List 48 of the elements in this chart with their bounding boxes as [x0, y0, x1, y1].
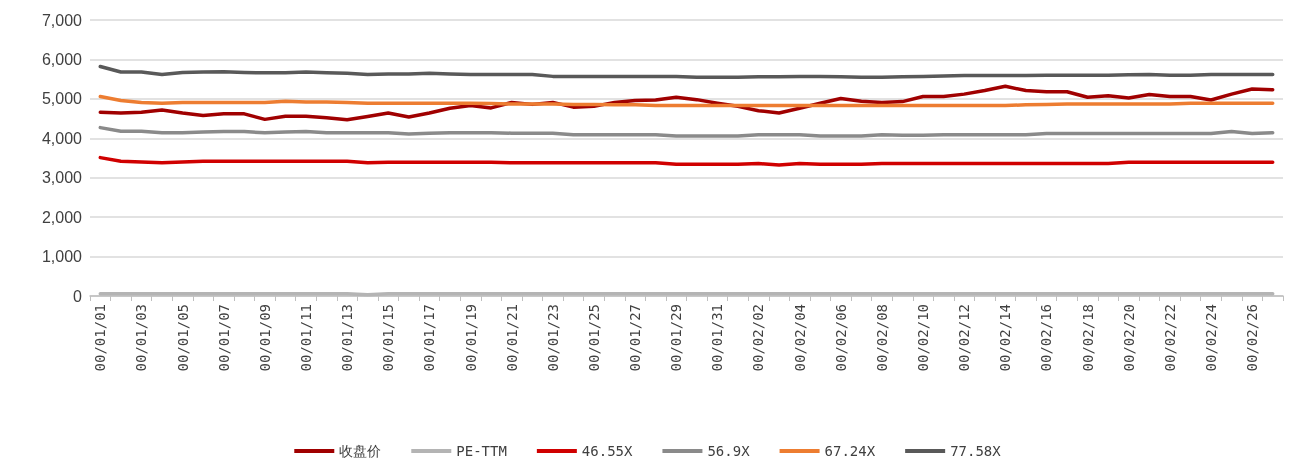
legend-label: 56.9X: [707, 443, 751, 459]
x-tick-label: 00/01/03: [133, 304, 150, 372]
x-tick-label: 00/01/13: [339, 304, 356, 372]
x-tick-label: 00/01/27: [627, 304, 644, 372]
x-tick-label: 00/01/07: [215, 304, 232, 372]
x-tick-label: 00/02/06: [832, 304, 849, 372]
y-tick-label: 0: [73, 287, 83, 305]
line-series: [98, 84, 1275, 122]
x-tick-label: 00/01/31: [709, 304, 726, 372]
line-series: [98, 125, 1275, 138]
x-tick-label: 00/01/17: [421, 304, 438, 372]
x-tick-label: 00/01/11: [297, 304, 314, 372]
x-tick-label: 00/02/02: [750, 304, 767, 372]
line-series: [98, 155, 1275, 167]
x-tick-label: 00/02/22: [1161, 304, 1178, 372]
x-tick-label: 00/02/26: [1244, 304, 1261, 372]
x-tick-label: 00/01/15: [380, 304, 397, 372]
y-tick-label: 6,000: [41, 50, 83, 68]
x-tick-label: 00/02/12: [956, 304, 973, 372]
x-tick-label: 00/02/18: [1079, 304, 1096, 372]
line-series: [98, 94, 1275, 108]
x-tick-label: 00/01/23: [544, 304, 561, 372]
x-tick-label: 00/02/24: [1203, 304, 1220, 372]
x-tick-label: 00/01/29: [668, 304, 685, 372]
x-tick-label: 00/02/14: [997, 304, 1014, 372]
x-tick-label: 00/01/09: [256, 304, 273, 372]
y-tick-label: 4,000: [41, 129, 83, 147]
legend-label: PE-TTM: [456, 443, 507, 459]
legend-label: 77.58X: [950, 443, 1002, 459]
x-tick-label: 00/02/04: [791, 304, 808, 372]
line-series: [98, 64, 1275, 79]
legend-label: 收盘价: [339, 443, 382, 459]
x-tick-label: 00/01/05: [174, 304, 191, 372]
y-tick-label: 2,000: [41, 208, 83, 226]
x-tick-label: 00/02/20: [1120, 304, 1137, 372]
y-tick-label: 7,000: [41, 11, 83, 29]
x-tick-label: 00/01/25: [585, 304, 602, 372]
legend-label: 67.24X: [824, 443, 876, 459]
y-tick-label: 5,000: [41, 90, 83, 108]
x-tick-label: 00/02/08: [873, 304, 890, 372]
y-tick-label: 3,000: [41, 169, 83, 187]
legend-label: 46.55X: [581, 443, 633, 459]
x-tick-label: 00/02/10: [915, 304, 932, 372]
x-tick-label: 00/01/19: [462, 304, 479, 372]
y-tick-label: 1,000: [41, 248, 83, 266]
x-tick-label: 00/01/21: [503, 304, 520, 372]
x-tick-label: 00/01/01: [92, 304, 109, 372]
x-tick-label: 00/02/16: [1038, 304, 1055, 372]
